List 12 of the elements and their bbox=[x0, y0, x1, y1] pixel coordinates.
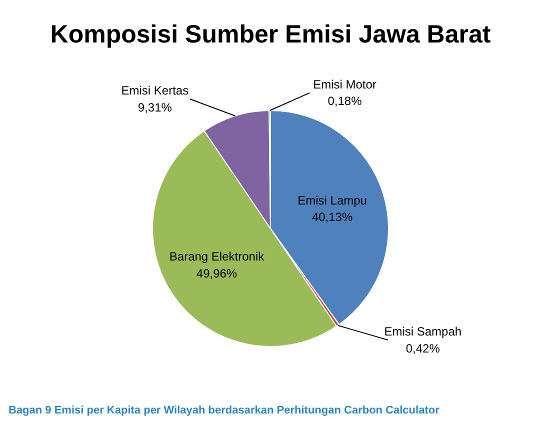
slice-label: Emisi Lampu bbox=[298, 193, 367, 208]
data-label: 0,18% bbox=[328, 94, 362, 108]
slice-label: Emisi Motor bbox=[313, 77, 376, 92]
data-label: 49,96% bbox=[196, 266, 238, 280]
chart-title: Komposisi Sumber Emisi Jawa Barat bbox=[50, 20, 492, 48]
slice-label: Barang Elektronik bbox=[169, 249, 266, 264]
text: Bagan 9 Emisi per Kapita per Wilayah berdasarkan Perhitungan Carbon Calculator bbox=[8, 404, 440, 416]
slice-label: Emisi Kertas bbox=[121, 84, 189, 98]
data-label: 40,13% bbox=[312, 210, 353, 224]
data-label: 9,31% bbox=[138, 100, 172, 114]
slice-label: Emisi Sampah bbox=[384, 324, 462, 339]
data-label: 0,42% bbox=[406, 341, 440, 356]
